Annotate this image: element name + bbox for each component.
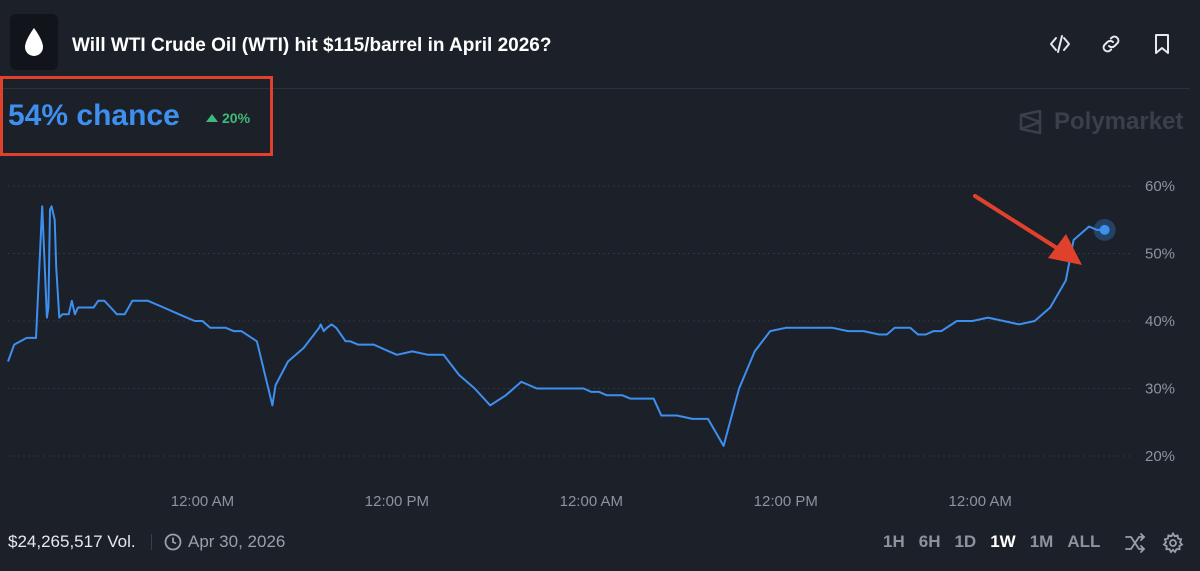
drop-icon [25,28,43,56]
x-tick-label: 12:00 PM [365,493,429,510]
end-point-marker [1099,224,1110,235]
end-date-text: Apr 30, 2026 [188,532,286,551]
polymarket-logo-icon [1019,109,1042,135]
range-button-1h[interactable]: 1H [883,532,905,551]
footer-separator [151,534,152,550]
clock-icon [164,533,182,551]
market-title: Will WTI Crude Oil (WTI) hit $115/barrel… [72,35,552,56]
shuffle-icon[interactable] [1124,532,1146,554]
x-tick-label: 12:00 AM [560,493,623,510]
chance-change: 20% [206,110,250,126]
annotation-arrow-head [1048,234,1082,265]
bookmark-icon[interactable] [1150,32,1174,56]
volume-label: $24,265,517 Vol. [8,532,136,551]
range-button-all[interactable]: ALL [1067,532,1101,551]
y-tick-label: 30% [1145,381,1175,398]
probability-line [7,205,1105,447]
range-selector: 1H 6H 1D 1W 1M ALL [876,530,1107,554]
embed-code-icon[interactable] [1048,32,1072,56]
header: Will WTI Crude Oil (WTI) hit $115/barrel… [0,0,1200,90]
x-tick-label: 12:00 AM [171,493,234,510]
y-tick-label: 40% [1145,313,1175,330]
watermark-text: Polymarket [1054,108,1184,135]
x-tick-label: 12:00 PM [754,493,818,510]
polymarket-watermark: Polymarket [1018,108,1183,136]
footer: $24,265,517 Vol. Apr 30, 2026 1H 6H 1D 1W 1M… [0,522,1200,562]
y-tick-label: 20% [1145,448,1175,465]
range-button-1m[interactable]: 1M [1029,532,1054,551]
range-button-1d[interactable]: 1D [954,532,977,551]
chance-change-value: 20% [222,110,251,126]
annotation-arrow-shaft [973,194,1062,252]
range-button-1w[interactable]: 1W [990,532,1016,551]
price-chart: 60% 50% 40% 30% 20% 12:00 AM 12:00 PM 12:00 AM… [7,178,1175,510]
end-date: Apr 30, 2026 [164,532,285,552]
highlight-box [0,76,273,156]
triangle-up-icon [206,114,218,122]
settings-icon[interactable] [1162,531,1184,554]
y-tick-label: 50% [1145,246,1175,263]
link-icon[interactable] [1099,32,1123,56]
header-divider [0,88,1190,89]
market-logo [10,14,58,70]
y-tick-label: 60% [1145,178,1175,195]
x-tick-label: 12:00 AM [949,493,1012,510]
chance-value: 54% chance [8,99,180,132]
range-button-6h[interactable]: 6H [918,532,941,551]
